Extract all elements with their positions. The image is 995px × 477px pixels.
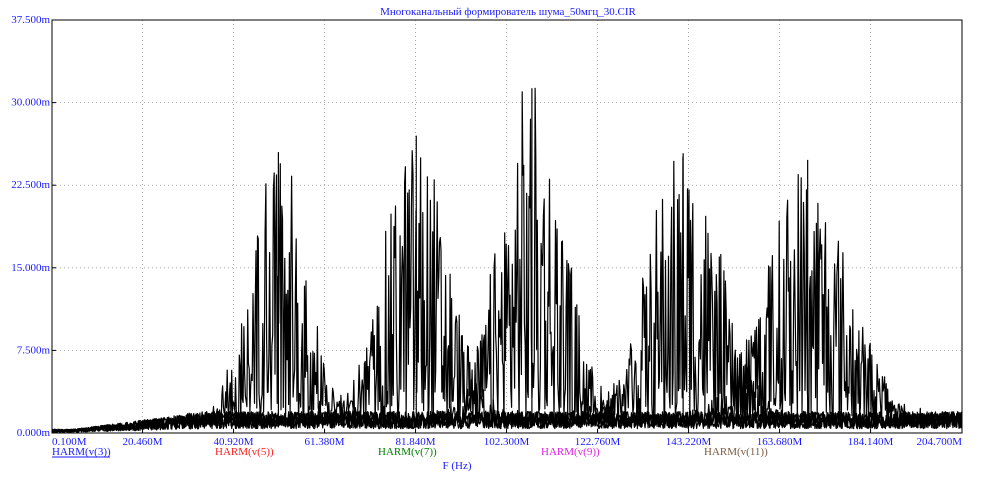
x-tick-label: 163.680M (757, 436, 803, 448)
series-traces (51, 87, 963, 433)
y-tick-label: 15.000m (11, 262, 50, 274)
y-axis-ticks: 0.000m 7.500m 15.000m 22.500m 30.000m 37.500m (11, 14, 56, 439)
series-line (51, 156, 963, 433)
x-tick-label: 204.700M (916, 436, 962, 448)
legend: HARM(v(3)) HARM(v(5)) HARM(v(7)) HARM(v(9))… (52, 446, 768, 458)
y-tick-label: 7.500m (17, 344, 51, 356)
y-tick-label: 30.000m (11, 97, 50, 109)
series-line (51, 174, 963, 433)
x-tick-label: 0.100M (52, 436, 87, 448)
legend-entry: HARM(v(3)) (52, 446, 111, 458)
x-tick-label: 122.760M (575, 436, 621, 448)
x-tick-label: 40.920M (214, 436, 254, 448)
legend-entry: HARM(v(9)) (541, 446, 600, 458)
legend-entry: HARM(v(7)) (378, 446, 437, 458)
x-axis-ticks: 0.100M 20.460M 40.920M 61.380M 81.840M 102.30… (51, 429, 963, 448)
legend-entry: HARM(v(5)) (215, 446, 274, 458)
x-tick-label: 61.380M (305, 436, 345, 448)
x-tick-label: 102.300M (484, 436, 530, 448)
x-tick-label: 20.460M (123, 436, 163, 448)
x-axis-label: F (Hz) (442, 460, 471, 472)
y-tick-label: 22.500m (11, 179, 50, 191)
y-tick-label: 37.500m (11, 14, 50, 26)
y-tick-label: 0.000m (17, 427, 51, 439)
chart-title: Многоканальный формирователь шума_50мгц_… (380, 6, 636, 18)
x-tick-label: 143.220M (666, 436, 712, 448)
x-tick-label: 184.140M (848, 436, 894, 448)
legend-entry: HARM(v(11)) (704, 446, 768, 458)
x-tick-label: 81.840M (396, 436, 436, 448)
